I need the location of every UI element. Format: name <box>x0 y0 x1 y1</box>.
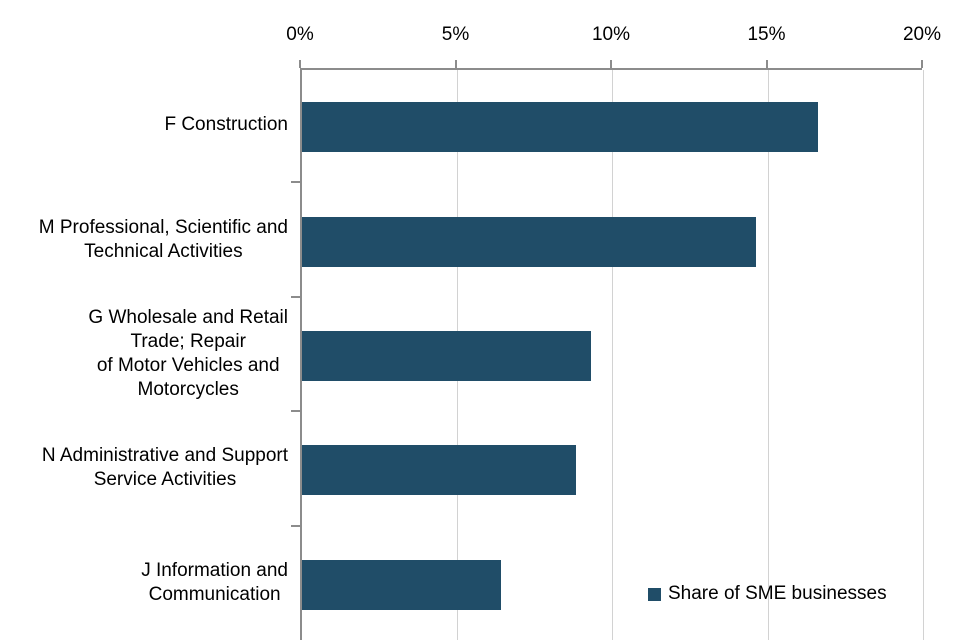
plot-area <box>300 68 924 640</box>
x-tick-label: 0% <box>286 24 314 45</box>
y-tick-mark <box>291 295 300 298</box>
y-tick-mark <box>291 181 300 184</box>
legend-label: Share of SME businesses <box>668 583 887 604</box>
category-label-row: F Construction <box>0 113 288 137</box>
legend-swatch-icon <box>648 587 661 601</box>
gridline <box>767 70 769 640</box>
x-tick-mark <box>610 60 612 68</box>
bar <box>302 216 757 267</box>
bar <box>302 445 576 496</box>
category-label-row: G Wholesale and Retail Trade; Repair of … <box>0 306 288 402</box>
bar <box>302 102 819 153</box>
x-tick-label: 20% <box>902 24 942 45</box>
x-tick-mark <box>765 60 768 68</box>
y-tick-mark <box>291 524 300 527</box>
bar <box>302 559 502 610</box>
category-label: N Administrative and Support Service Act… <box>41 445 288 491</box>
gridline <box>923 70 924 640</box>
category-label: M Professional, Scientific and Technical… <box>38 216 288 262</box>
x-tick-label: 5% <box>441 24 470 45</box>
category-label-row: J Information and Communication <box>0 559 288 607</box>
x-tick-mark <box>454 60 457 68</box>
category-label-row: N Administrative and Support Service Act… <box>0 444 288 492</box>
bar <box>302 331 592 381</box>
y-tick-mark <box>291 410 300 413</box>
x-tick-mark <box>299 60 301 68</box>
x-tick-mark <box>921 60 923 68</box>
category-label: J Information and Communication <box>141 559 288 605</box>
x-tick-label: 15% <box>747 24 786 45</box>
category-label: F Construction <box>164 114 288 136</box>
category-label: G Wholesale and Retail Trade; Repair of … <box>88 307 288 400</box>
legend: Share of SME businesses <box>648 583 887 605</box>
category-label-row: M Professional, Scientific and Technical… <box>0 216 288 264</box>
x-tick-label: 10% <box>591 24 631 45</box>
gridline <box>612 70 613 640</box>
